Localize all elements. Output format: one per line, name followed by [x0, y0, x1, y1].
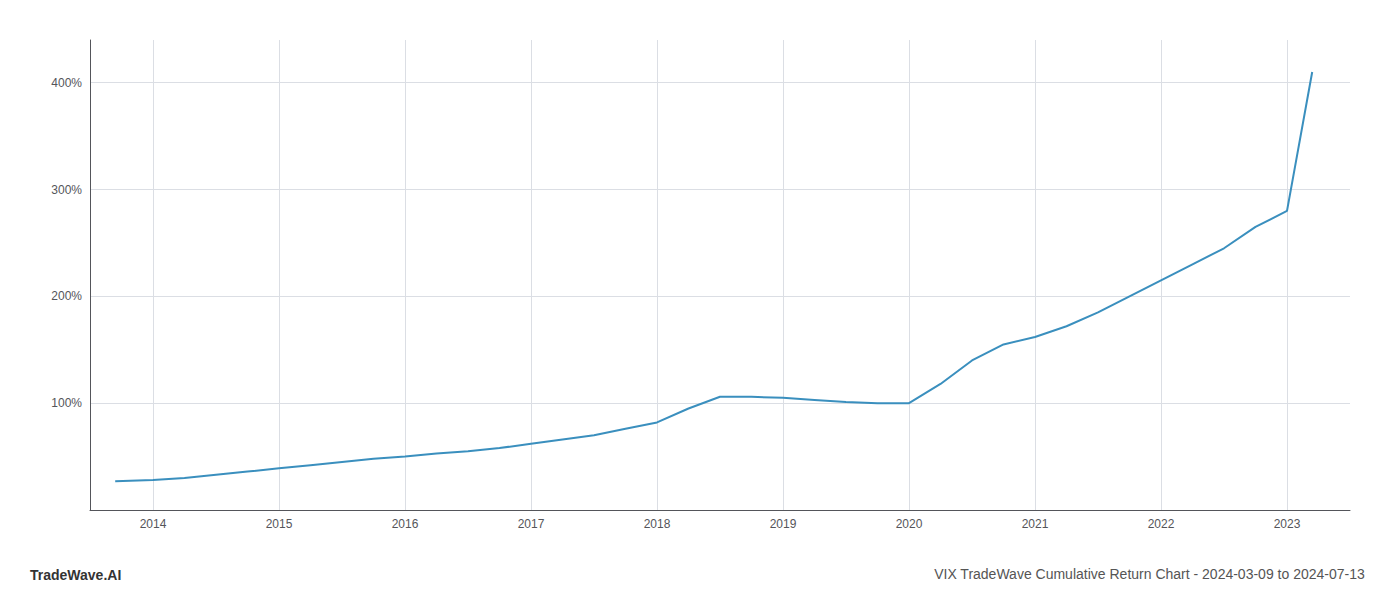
- svg-text:TradeWave.AI: TradeWave.AI: [30, 567, 121, 583]
- svg-text:2020: 2020: [896, 517, 923, 531]
- svg-text:300%: 300%: [51, 183, 82, 197]
- svg-text:2014: 2014: [140, 517, 167, 531]
- svg-text:2022: 2022: [1148, 517, 1175, 531]
- svg-text:100%: 100%: [51, 396, 82, 410]
- svg-text:200%: 200%: [51, 289, 82, 303]
- svg-text:2015: 2015: [266, 517, 293, 531]
- svg-text:2017: 2017: [518, 517, 545, 531]
- svg-text:2018: 2018: [644, 517, 671, 531]
- svg-text:2019: 2019: [770, 517, 797, 531]
- svg-text:400%: 400%: [51, 76, 82, 90]
- svg-text:2023: 2023: [1274, 517, 1301, 531]
- svg-text:2021: 2021: [1022, 517, 1049, 531]
- svg-text:2016: 2016: [392, 517, 419, 531]
- svg-text:VIX TradeWave Cumulative Retur: VIX TradeWave Cumulative Return Chart - …: [934, 566, 1365, 582]
